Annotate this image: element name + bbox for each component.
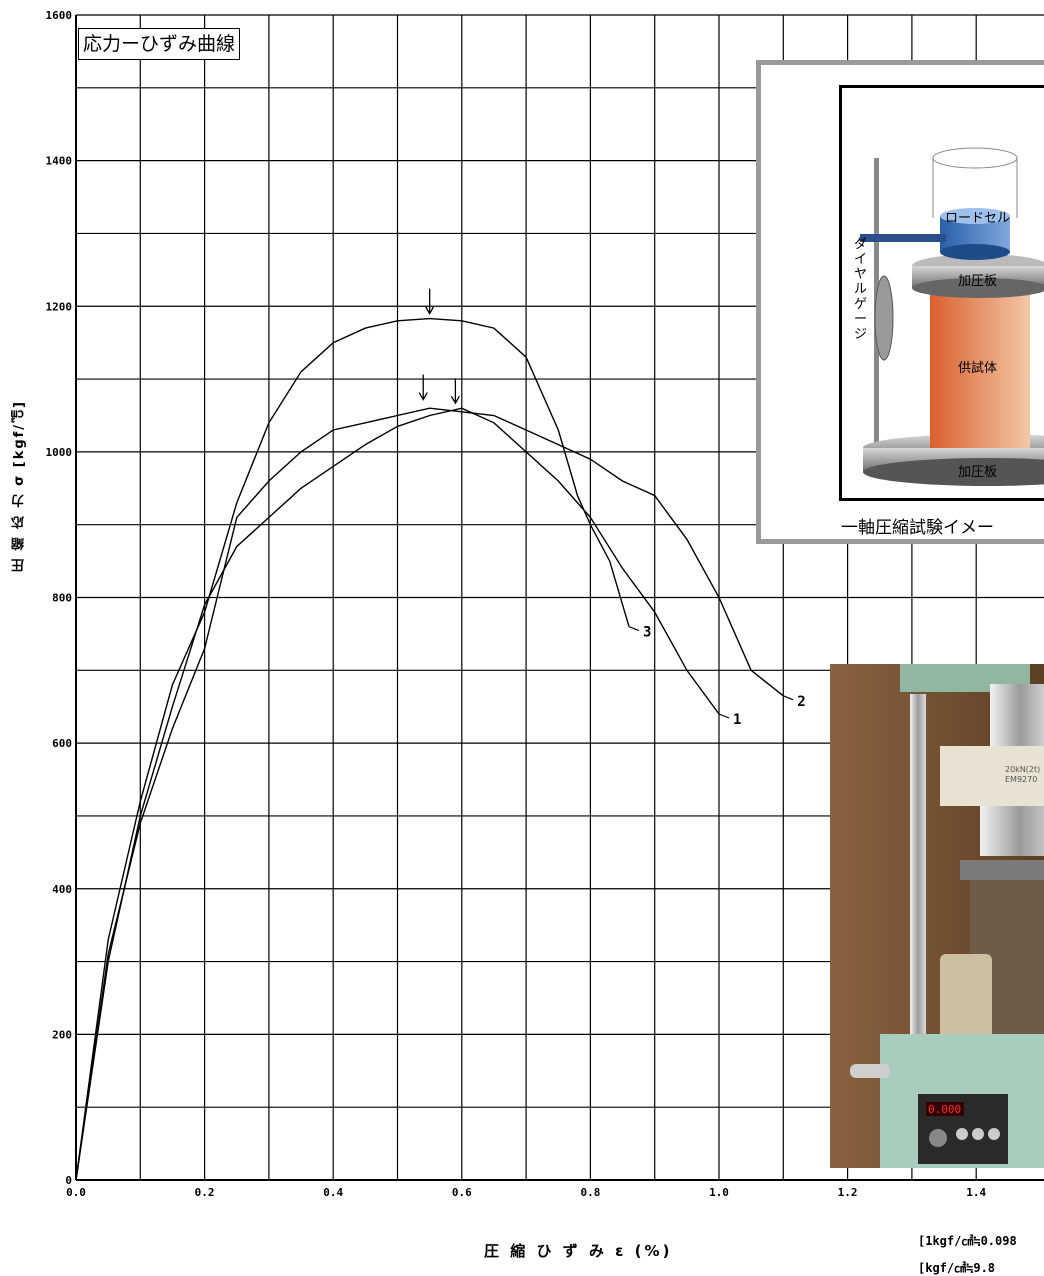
unit-note-line2: [kgf/㎠≒9.8 <box>918 1261 996 1275</box>
series-line-2 <box>75 407 784 1181</box>
bottom-plate-label: 加圧板 <box>958 465 997 480</box>
series-leader-1 <box>718 713 730 719</box>
y-tick-label: 1000 <box>46 446 73 459</box>
y-axis-label: 圧 縮 応 力 σ [kgf/㎠] <box>12 400 27 572</box>
x-tick-label: 0.8 <box>580 1186 600 1199</box>
specimen <box>930 286 1030 448</box>
machine-photo-illustration: 20kN(2t) EM9270 0.000 <box>830 664 1044 1168</box>
testing-machine-photo: 20kN(2t) EM9270 0.000 <box>830 664 1044 1168</box>
x-tick-label: 0.4 <box>323 1186 343 1199</box>
x-tick-label: 1.4 <box>966 1186 986 1199</box>
digital-display: 0.000 <box>928 1103 961 1116</box>
x-tick-label: 0.6 <box>452 1186 472 1199</box>
machine-column <box>910 694 926 1044</box>
y-tick-label: 0 <box>65 1174 72 1187</box>
peak-markers <box>418 288 460 405</box>
series-leader-2 <box>783 695 794 701</box>
series-line-3 <box>75 317 630 1181</box>
chart-series <box>75 317 784 1181</box>
diagram-frame: ロードセル 加圧板 供試体 加圧板 ダイヤルゲージ <box>839 85 1044 501</box>
gauge-arm <box>860 234 946 242</box>
y-tick-label: 200 <box>52 1028 72 1041</box>
load-cell-plate-text-1: 20kN(2t) <box>1005 765 1040 774</box>
sample-specimen <box>940 954 992 1050</box>
series-label-2: 2 <box>797 694 805 710</box>
unit-note-line1: [1kgf/㎠≒0.098 <box>918 1234 1017 1248</box>
y-tick-label: 1200 <box>46 300 73 313</box>
peak-arrow-head <box>425 306 435 315</box>
x-tick-labels: 0.0 0.2 0.4 0.6 0.8 1.0 1.2 1.4 <box>66 1186 986 1199</box>
series-label-1: 1 <box>733 712 741 728</box>
x-tick-label: 1.2 <box>838 1186 858 1199</box>
specimen-label: 供試体 <box>958 360 997 376</box>
series-line-1 <box>75 407 720 1181</box>
test-diagram-inset: ロードセル 加圧板 供試体 加圧板 ダイヤルゲージ 一軸圧縮試験イメー <box>756 60 1044 544</box>
apparatus-illustration: ロードセル 加圧板 供試体 加圧板 ダイヤルゲージ <box>854 147 1044 486</box>
diagram-caption: 一軸圧縮試験イメー <box>841 518 994 538</box>
y-tick-label: 800 <box>52 592 72 605</box>
y-tick-label: 400 <box>52 883 72 896</box>
peak-arrow-head <box>450 395 460 405</box>
series-leader-3 <box>628 626 640 632</box>
y-tick-label: 600 <box>52 737 72 750</box>
series-label-3: 3 <box>643 625 651 641</box>
y-tick-label: 1400 <box>46 155 73 168</box>
y-tick-label: 1600 <box>46 9 73 22</box>
load-cell-plate-text-2: EM9270 <box>1005 775 1037 784</box>
dial-gauge <box>874 275 894 361</box>
peak-arrow-head <box>418 392 428 401</box>
x-tick-label: 0.0 <box>66 1186 86 1199</box>
y-tick-labels: 0 200 400 600 800 1000 1200 1400 1600 <box>46 9 73 1187</box>
chart-title: 応力ーひずみ曲線 <box>78 28 241 60</box>
series-labels: 1 2 3 <box>628 625 806 728</box>
x-tick-label: 0.2 <box>195 1186 215 1199</box>
top-plate-label: 加圧板 <box>958 274 997 289</box>
x-axis-label: 圧 縮 ひ ず み ε (%) <box>484 1242 673 1260</box>
load-cell-label: ロードセル <box>945 211 1010 226</box>
load-cell-body <box>940 746 1044 806</box>
dial-gauge-label: ダイヤルゲージ <box>854 237 867 342</box>
x-tick-label: 1.0 <box>709 1186 729 1199</box>
